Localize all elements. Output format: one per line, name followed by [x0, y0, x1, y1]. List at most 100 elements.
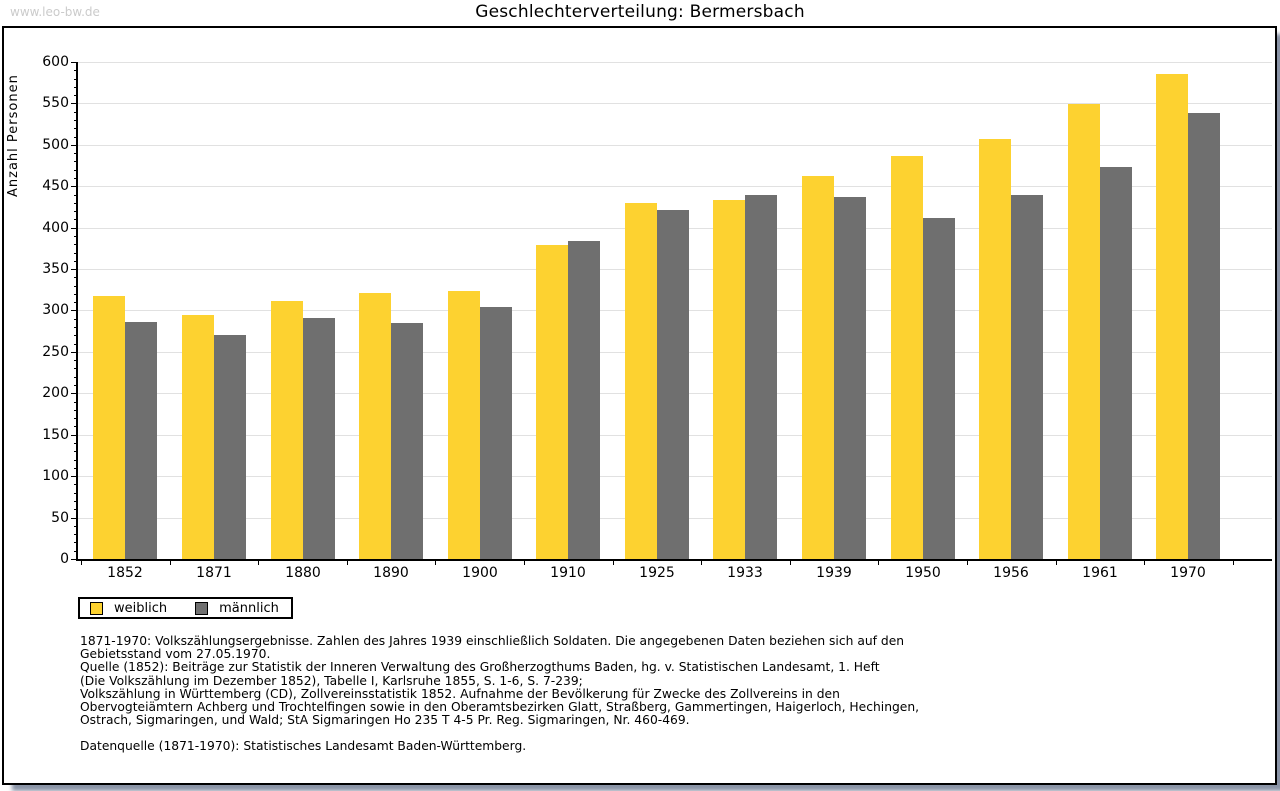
- bar-männlich-1880: [303, 318, 335, 559]
- footnote-lines: 1871-1970: Volkszählungsergebnisse. Zahl…: [80, 634, 919, 728]
- y-tick-label: 100: [42, 468, 69, 484]
- gridline: [78, 186, 1272, 187]
- bar-weiblich-1956: [979, 139, 1011, 559]
- bar-männlich-1871: [214, 335, 246, 559]
- footnotes: 1871-1970: Volkszählungsergebnisse. Zahl…: [80, 634, 919, 754]
- x-tick-label: 1970: [1170, 565, 1206, 581]
- y-major-tick: [71, 518, 78, 519]
- x-boundary-tick: [701, 561, 702, 565]
- legend-swatch-männlich: [195, 601, 209, 615]
- bar-weiblich-1910: [536, 245, 568, 559]
- bar-männlich-1961: [1100, 167, 1132, 559]
- y-axis-line: [76, 62, 78, 561]
- datasource-note: Datenquelle (1871-1970): Statistisches L…: [80, 739, 527, 754]
- y-major-tick: [71, 559, 78, 560]
- chart-title: Geschlechterverteilung: Bermersbach: [475, 2, 805, 22]
- bar-weiblich-1890: [359, 293, 391, 559]
- bar-weiblich-1939: [802, 176, 834, 559]
- y-tick-label: 250: [42, 344, 69, 360]
- y-major-tick: [71, 310, 78, 311]
- x-boundary-tick: [81, 561, 82, 565]
- x-boundary-tick: [435, 561, 436, 565]
- watermark: www.leo-bw.de: [10, 5, 100, 19]
- bar-männlich-1939: [834, 197, 866, 559]
- bar-männlich-1970: [1188, 113, 1220, 559]
- y-major-tick: [71, 145, 78, 146]
- y-tick-label: 0: [60, 551, 69, 567]
- y-tick-label: 500: [42, 137, 69, 153]
- y-major-tick: [71, 228, 78, 229]
- y-tick-label: 450: [42, 178, 69, 194]
- x-tick-label: 1950: [905, 565, 941, 581]
- footnote-line: (Die Volkszählung im Dezember 1852), Tab…: [80, 673, 583, 688]
- x-boundary-tick: [613, 561, 614, 565]
- legend-swatch-weiblich: [90, 601, 103, 615]
- x-tick-label: 1871: [196, 565, 232, 581]
- x-boundary-tick: [170, 561, 171, 565]
- bar-männlich-1956: [1011, 195, 1043, 559]
- x-tick-label: 1961: [1082, 565, 1118, 581]
- x-tick-label: 1933: [727, 565, 763, 581]
- bar-weiblich-1880: [271, 301, 303, 559]
- y-major-tick: [71, 186, 78, 187]
- gridline: [78, 145, 1272, 146]
- x-tick-label: 1956: [993, 565, 1029, 581]
- x-tick-label: 1890: [373, 565, 409, 581]
- footnote-line: Ostrach, Sigmaringen, und Wald; StA Sigm…: [80, 713, 690, 728]
- bar-männlich-1890: [391, 323, 423, 559]
- footnote-line: Gebietsstand vom 27.05.1970.: [80, 647, 271, 662]
- x-boundary-tick: [790, 561, 791, 565]
- x-boundary-tick: [878, 561, 879, 565]
- bar-männlich-1852: [125, 322, 157, 559]
- y-tick-label: 350: [42, 261, 69, 277]
- x-tick-label: 1939: [816, 565, 852, 581]
- footnote-line: Volkszählung in Württemberg (CD), Zollve…: [80, 686, 840, 701]
- bar-weiblich-1852: [93, 296, 125, 559]
- bar-weiblich-1950: [891, 156, 923, 559]
- bar-weiblich-1933: [713, 200, 745, 559]
- x-axis-line: [76, 559, 1272, 561]
- x-boundary-tick: [1233, 561, 1234, 565]
- legend-item-männlich: männlich: [195, 601, 279, 616]
- footnote-line: 1871-1970: Volkszählungsergebnisse. Zahl…: [80, 634, 905, 648]
- x-boundary-tick: [1144, 561, 1145, 565]
- bar-weiblich-1970: [1156, 74, 1188, 559]
- y-tick-label: 400: [42, 220, 69, 236]
- y-tick-label: 150: [42, 427, 69, 443]
- bar-männlich-1910: [568, 241, 600, 559]
- bar-männlich-1933: [745, 195, 777, 559]
- x-boundary-tick: [1056, 561, 1057, 565]
- x-boundary-tick: [524, 561, 525, 565]
- x-boundary-tick: [258, 561, 259, 565]
- y-tick-label: 600: [42, 54, 69, 70]
- y-major-tick: [71, 62, 78, 63]
- x-tick-label: 1852: [107, 565, 143, 581]
- y-major-tick: [71, 476, 78, 477]
- bar-männlich-1925: [657, 210, 689, 559]
- legend-item-weiblich: weiblich: [90, 601, 167, 616]
- y-major-tick: [71, 435, 78, 436]
- y-tick-label: 300: [42, 302, 69, 318]
- y-major-tick: [71, 103, 78, 104]
- y-major-tick: [71, 393, 78, 394]
- footnote-line: Quelle (1852): Beiträge zur Statistik de…: [80, 660, 880, 675]
- gridline: [78, 62, 1272, 63]
- y-tick-label: 550: [42, 95, 69, 111]
- legend-label: männlich: [219, 600, 279, 616]
- x-boundary-tick: [347, 561, 348, 565]
- x-tick-label: 1880: [285, 565, 321, 581]
- y-tick-label: 200: [42, 385, 69, 401]
- y-tick-label: 50: [51, 510, 69, 526]
- x-boundary-tick: [967, 561, 968, 565]
- legend-label: weiblich: [114, 600, 168, 616]
- bar-männlich-1950: [923, 218, 955, 559]
- bar-weiblich-1900: [448, 291, 480, 559]
- bar-weiblich-1925: [625, 203, 657, 559]
- gridline: [78, 103, 1272, 104]
- y-major-tick: [71, 352, 78, 353]
- x-tick-label: 1910: [550, 565, 586, 581]
- x-tick-label: 1900: [462, 565, 498, 581]
- bar-weiblich-1871: [182, 315, 214, 559]
- y-major-tick: [71, 269, 78, 270]
